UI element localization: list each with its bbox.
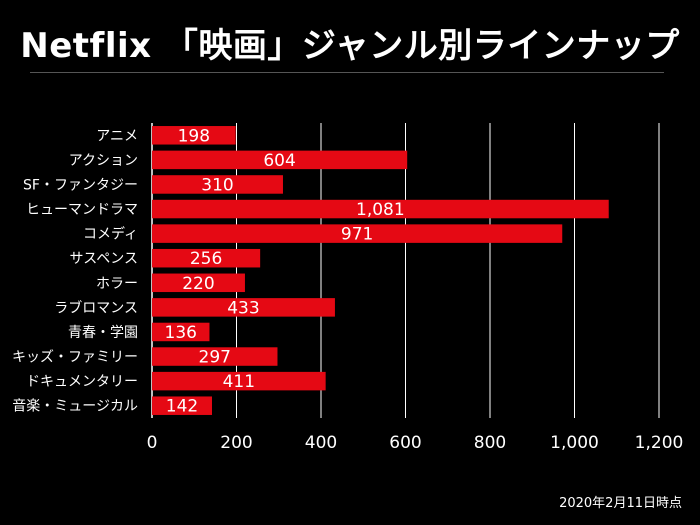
x-tick-label: 1,000 xyxy=(550,433,599,453)
bar-value-label: 433 xyxy=(227,298,259,318)
category-label: コメディ xyxy=(83,226,138,243)
bar xyxy=(152,298,335,317)
category-label: ドキュメンタリー xyxy=(26,374,138,390)
x-tick-label: 600 xyxy=(389,433,421,453)
category-label: アニメ xyxy=(96,128,138,144)
bar xyxy=(152,199,609,219)
bar-value-label: 411 xyxy=(223,372,255,392)
bar-value-label: 971 xyxy=(341,225,373,245)
x-tick-label: 800 xyxy=(474,433,506,453)
category-label: キッズ・ファミリー xyxy=(12,350,138,366)
category-label: ヒューマンドラマ xyxy=(26,202,138,218)
x-tick-label: 1,200 xyxy=(635,433,684,453)
bar xyxy=(152,273,245,293)
category-label: 音楽・ミュージカル xyxy=(12,398,138,415)
x-tick-label: 200 xyxy=(220,433,252,453)
bar xyxy=(152,396,212,415)
title-divider xyxy=(30,72,664,73)
category-label: ホラー xyxy=(96,276,138,292)
bar-value-label: 1,081 xyxy=(356,200,405,220)
bar-value-label: 136 xyxy=(165,323,197,343)
bar xyxy=(152,371,326,391)
bar xyxy=(152,347,278,366)
footnote-date: 2020年2月11日時点 xyxy=(559,496,682,511)
bar xyxy=(152,150,408,170)
bar xyxy=(152,248,261,268)
bar-value-label: 297 xyxy=(199,348,231,368)
bar xyxy=(152,322,210,342)
category-label: SF・ファンタジー xyxy=(23,177,138,193)
category-label: ラブロマンス xyxy=(54,299,138,316)
category-label: アクション xyxy=(69,153,138,169)
bar xyxy=(152,224,563,243)
bar-value-label: 142 xyxy=(166,397,198,417)
x-tick-label: 400 xyxy=(305,433,337,453)
bar xyxy=(152,126,236,145)
bar-value-label: 198 xyxy=(178,126,210,146)
bar xyxy=(152,175,283,194)
chart-title: Netflix 「映画」ジャンル別ラインナップ xyxy=(20,26,680,66)
bar-value-label: 604 xyxy=(263,151,295,171)
x-tick-label: 0 xyxy=(147,433,158,453)
bar-value-label: 310 xyxy=(201,175,233,195)
bar-value-label: 220 xyxy=(182,274,214,294)
category-label: 青春・学園 xyxy=(68,325,138,341)
bar-value-label: 256 xyxy=(190,249,222,269)
category-label: サスペンス xyxy=(70,251,138,267)
